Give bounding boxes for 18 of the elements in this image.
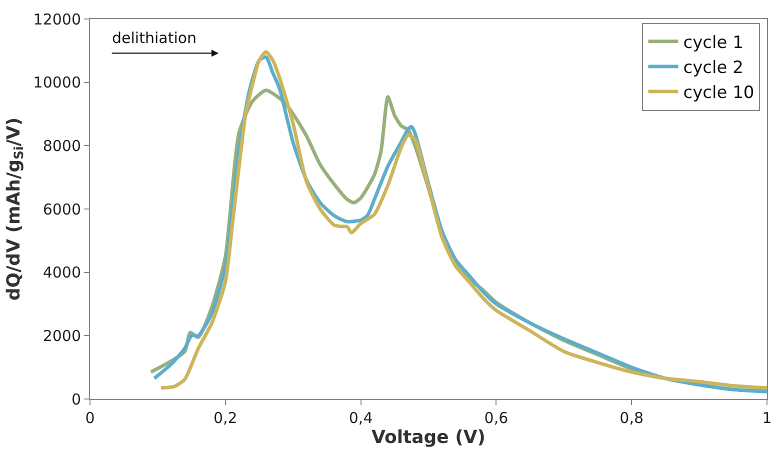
legend-label: cycle 10 [683, 83, 754, 104]
legend-label: cycle 2 [683, 58, 744, 78]
y-tick-label: 8000 [42, 136, 81, 155]
x-tick-label: 1 [762, 409, 772, 427]
annotation: delithiation [112, 29, 197, 47]
y-tick-label: 6000 [42, 200, 81, 218]
y-tick-label: 0 [71, 390, 81, 408]
x-tick-label: 0,4 [348, 409, 373, 427]
x-tick-label: 0 [85, 409, 95, 427]
x-tick-label: 0,8 [620, 409, 644, 427]
x-tick-label: 0,2 [213, 409, 238, 427]
x-axis-title: Voltage (V) [372, 427, 486, 448]
x-tick-label: 0,6 [484, 409, 508, 427]
y-tick-label: 4000 [42, 264, 81, 282]
y-tick-label: 12000 [33, 10, 81, 28]
y-tick-label: 10000 [33, 74, 81, 92]
legend-label: cycle 1 [683, 32, 744, 53]
y-tick-label: 2000 [42, 326, 81, 345]
